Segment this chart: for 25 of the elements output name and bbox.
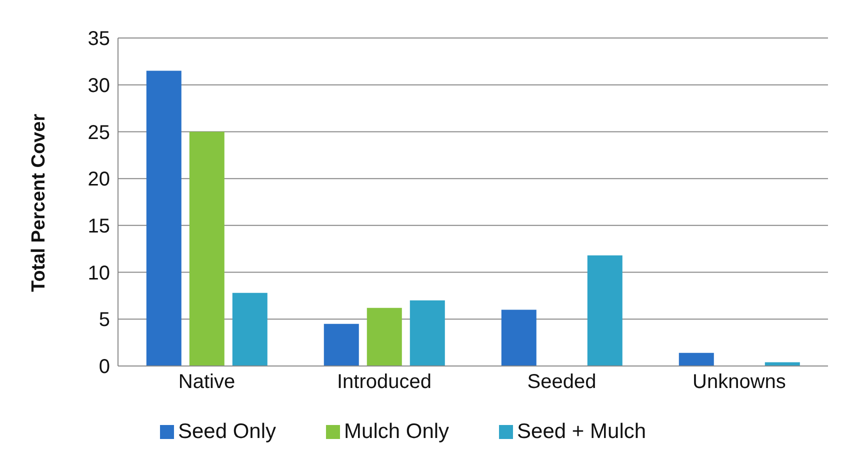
bar [324, 324, 359, 366]
y-tick-label: 20 [88, 168, 110, 191]
y-tick-label: 25 [88, 122, 110, 144]
x-tick-label: Unknowns [692, 371, 786, 394]
y-tick-label: 30 [88, 74, 110, 97]
y-tick-label: 10 [88, 262, 110, 284]
x-tick-label: Seeded [527, 371, 596, 394]
bar [189, 132, 224, 366]
bar [501, 310, 536, 366]
x-tick-label: Native [178, 371, 236, 394]
bar [410, 300, 445, 366]
bar [366, 308, 402, 366]
y-axis-title: Total Percent Cover [28, 113, 50, 292]
bar [678, 352, 714, 366]
x-tick-label: Introduced [336, 371, 432, 394]
y-tick-label: 35 [88, 28, 110, 50]
bar [232, 292, 268, 366]
y-tick-label: 0 [98, 356, 110, 378]
legend-label: Seed + Mulch [517, 420, 646, 443]
bar [587, 255, 622, 366]
legend-label: Seed Only [178, 420, 276, 443]
legend-label: Mulch Only [344, 420, 450, 443]
y-tick-label: 5 [98, 309, 110, 332]
y-tick-label: 15 [88, 216, 110, 238]
bar [146, 70, 182, 366]
